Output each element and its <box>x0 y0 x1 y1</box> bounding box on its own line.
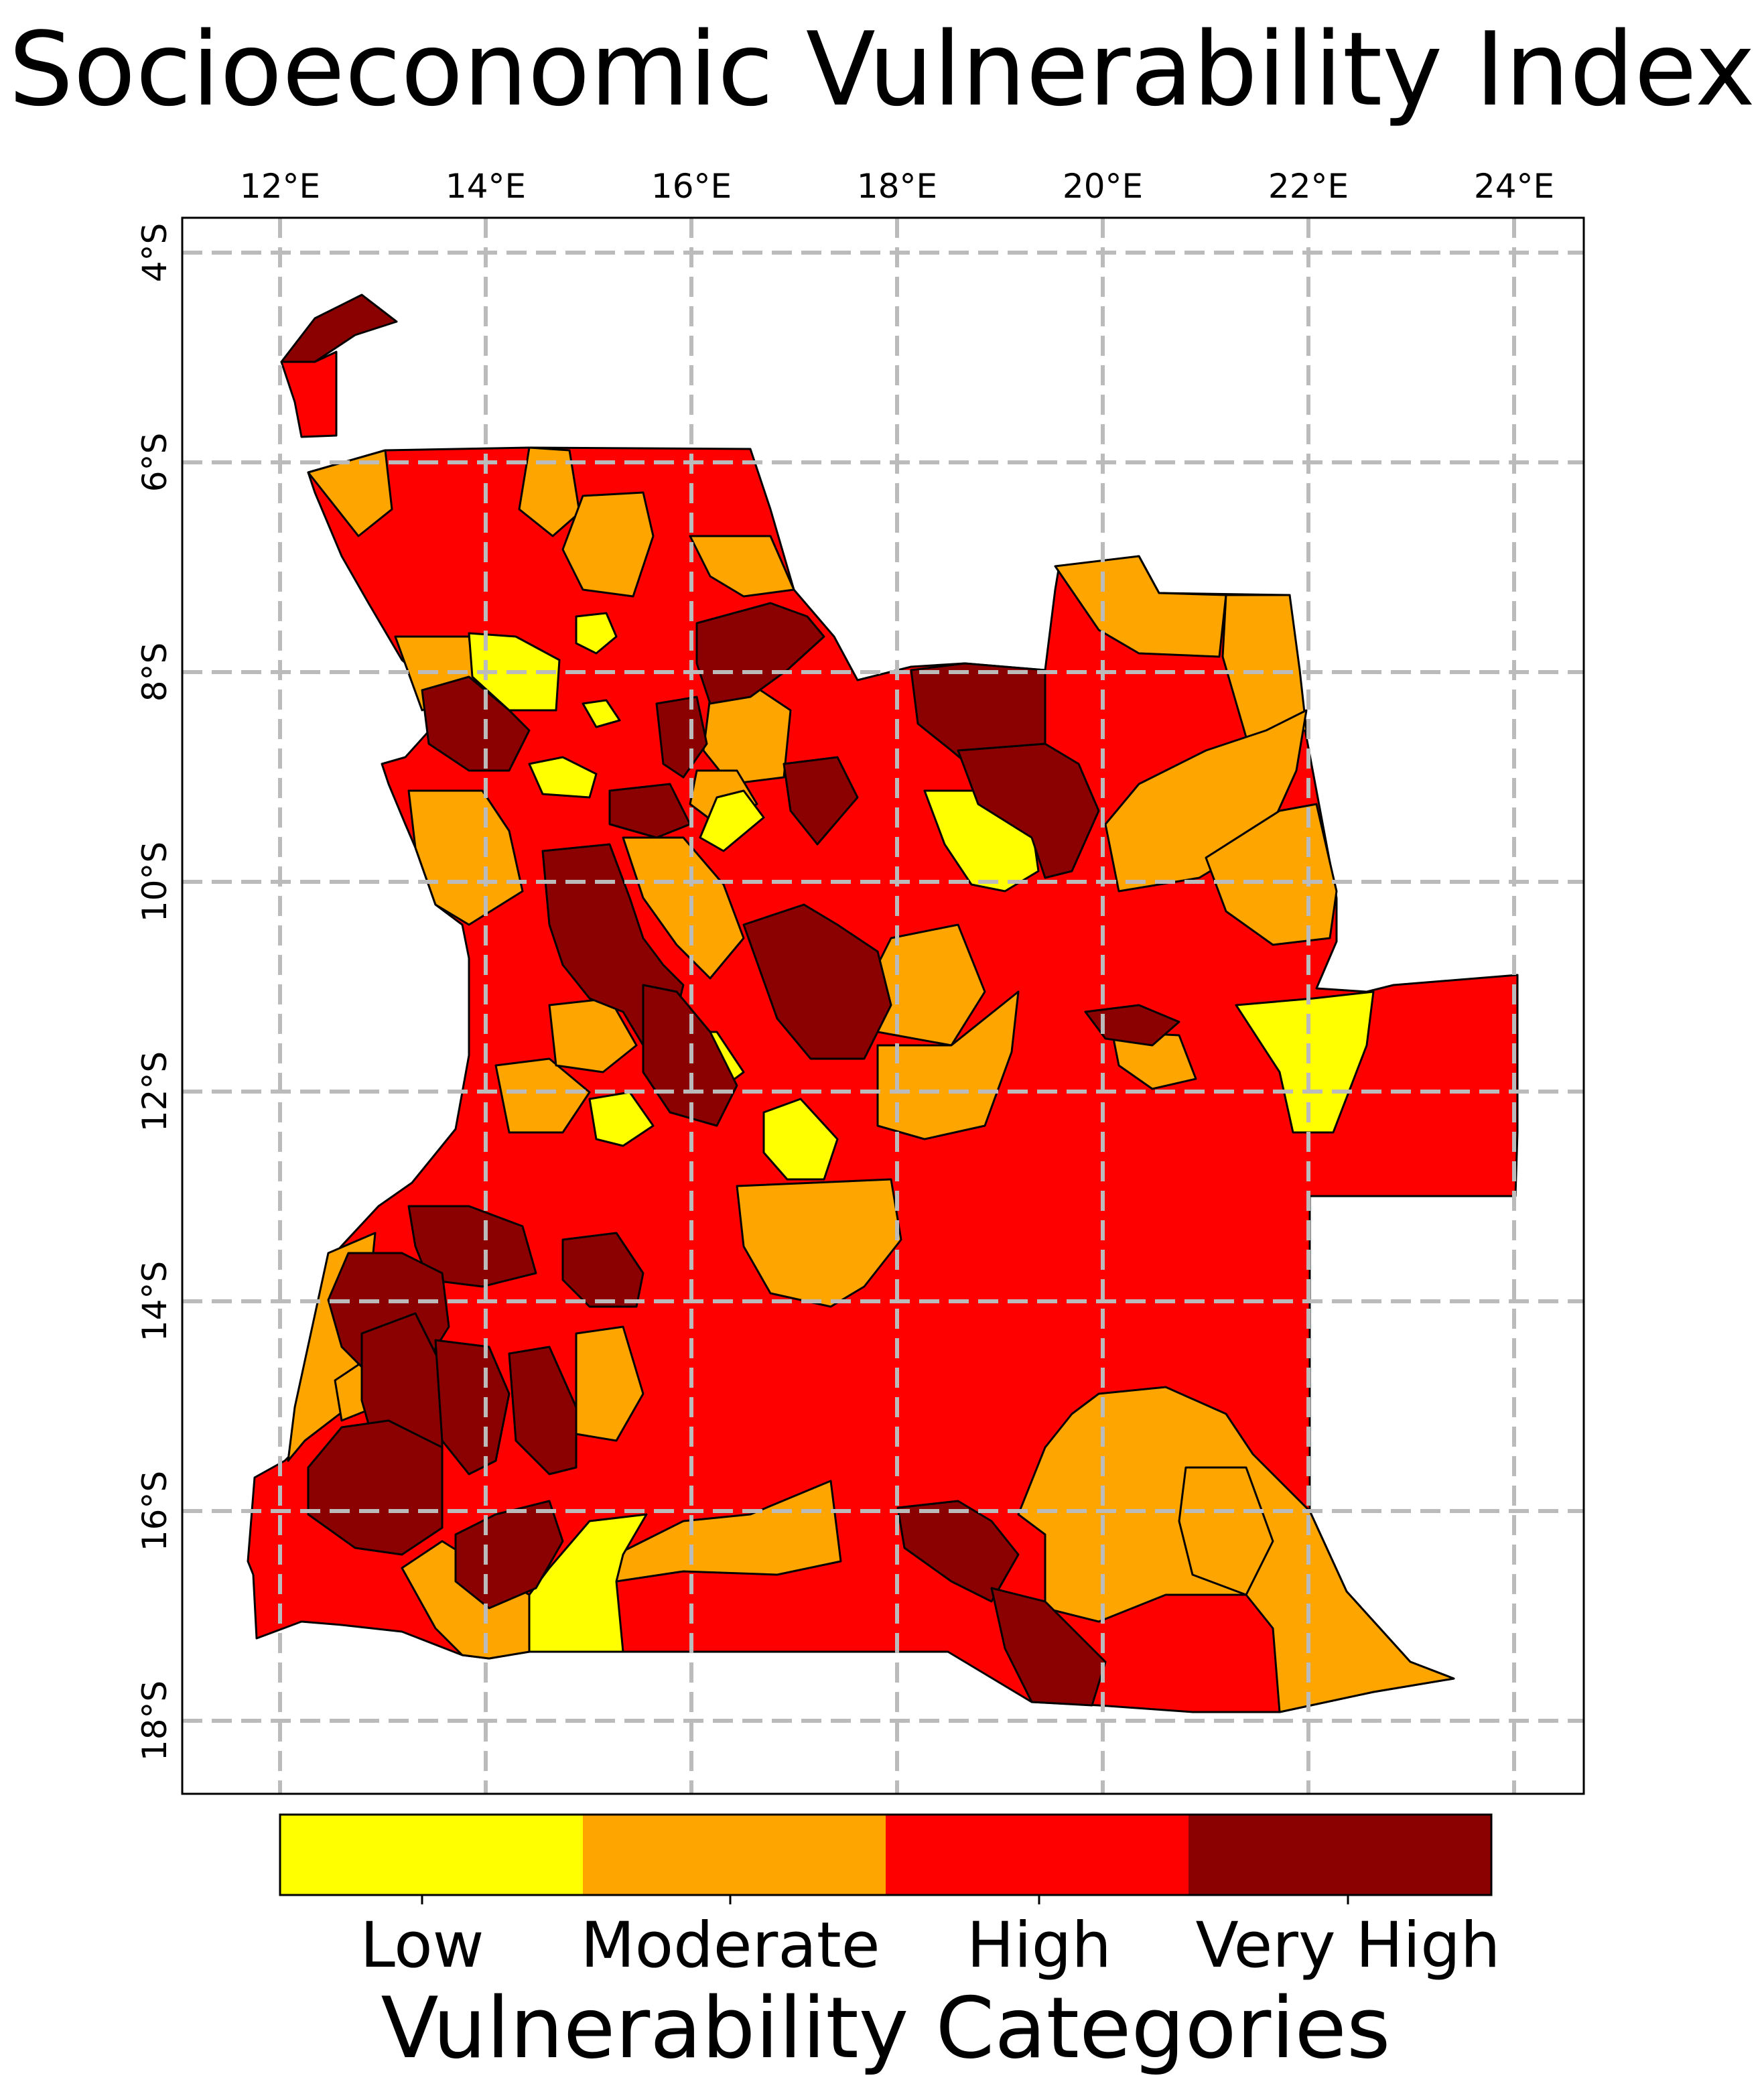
colorbar-title: Vulnerability Categories <box>381 1979 1390 2077</box>
colorbar-swatch-high <box>886 1815 1189 1895</box>
lon-tick-label: 24°E <box>1474 167 1554 206</box>
region-north-uige-east[interactable] <box>689 535 795 598</box>
region-moxico-mod[interactable] <box>876 990 1020 1140</box>
region-north-west-coast[interactable] <box>307 449 393 537</box>
region-low-5[interactable] <box>699 789 765 852</box>
region-vh-13[interactable] <box>561 1232 644 1308</box>
lat-tick-label: 10°S <box>135 842 174 922</box>
lon-tick-label: 12°E <box>240 167 320 206</box>
region-north-east-strip[interactable] <box>1054 555 1227 658</box>
lon-tick-label: 20°E <box>1063 167 1143 206</box>
lat-tick-label: 6°S <box>135 433 174 493</box>
lat-tick-label: 18°S <box>135 1681 174 1761</box>
region-lunda-east-2[interactable] <box>1205 803 1338 946</box>
colorbar-border <box>279 1813 1493 1896</box>
region-lunda-east-1[interactable] <box>1104 709 1308 893</box>
regions-layer <box>247 293 1519 1713</box>
region-vh-20[interactable] <box>896 1500 1020 1603</box>
region-moxico-small-mod[interactable] <box>1111 1031 1197 1090</box>
region-vh-2[interactable] <box>421 675 531 772</box>
region-vh-11[interactable] <box>1084 1004 1180 1047</box>
colorbar-label-very-high: Very High <box>1195 1909 1500 1982</box>
colorbar-swatch-very-high <box>1189 1815 1491 1895</box>
lon-tick-label: 14°E <box>446 167 526 206</box>
region-cunene-mod-2[interactable] <box>615 1480 842 1583</box>
lon-tick-label: 22°E <box>1268 167 1349 206</box>
region-vh-16[interactable] <box>434 1339 511 1476</box>
gridlines <box>182 218 1584 1794</box>
region-bie-mod[interactable] <box>736 1178 902 1308</box>
region-vh-17[interactable] <box>508 1346 578 1476</box>
colorbar-swatch-low <box>280 1815 583 1895</box>
lat-tick-labels: 4°S 6°S 8°S 10°S 12°S 14°S 16°S 18°S <box>135 223 174 1761</box>
colorbar-label-high: High <box>967 1909 1111 1982</box>
region-low-9[interactable] <box>762 1098 839 1181</box>
region-low-4[interactable] <box>528 756 598 799</box>
colorbar-swatch-moderate <box>583 1815 886 1895</box>
region-low-10[interactable] <box>1235 990 1375 1134</box>
region-vh-5[interactable] <box>957 742 1100 879</box>
region-vh-10[interactable] <box>742 903 892 1060</box>
region-low-11[interactable] <box>528 1513 648 1653</box>
map-frame <box>181 216 1585 1795</box>
region-low-8[interactable] <box>588 1091 655 1147</box>
colorbar-label-low: Low <box>360 1909 484 1982</box>
region-cabinda-north[interactable] <box>280 293 398 363</box>
region-north-uige[interactable] <box>561 491 655 598</box>
lon-tick-labels: 12°E 14°E 16°E 18°E 20°E 22°E 24°E <box>240 167 1554 206</box>
lon-tick-label: 18°E <box>857 167 937 206</box>
region-kwanza-sul-mod[interactable] <box>494 1057 591 1134</box>
region-low-3[interactable] <box>582 699 621 728</box>
lat-tick-label: 8°S <box>135 643 174 702</box>
region-vh-7[interactable] <box>608 783 691 839</box>
region-vh-6[interactable] <box>783 756 859 846</box>
lat-tick-label: 14°S <box>135 1261 174 1342</box>
lat-tick-label: 12°S <box>135 1051 174 1132</box>
colorbar-legend: Low Moderate High Very High Vulnerabilit… <box>279 1813 1501 2077</box>
map-title: Socioeconomic Vulnerability Index <box>8 10 1756 129</box>
region-cuando-mod-2[interactable] <box>1178 1466 1274 1596</box>
colorbar-label-moderate: Moderate <box>580 1909 880 1982</box>
region-vh-19[interactable] <box>454 1500 564 1610</box>
region-low-2[interactable] <box>575 612 618 655</box>
lon-tick-label: 16°E <box>651 167 732 206</box>
region-vh-12[interactable] <box>407 1205 537 1288</box>
lat-tick-label: 16°S <box>135 1471 174 1551</box>
region-vh-21[interactable] <box>990 1587 1107 1707</box>
lat-tick-label: 4°S <box>135 223 174 283</box>
region-north-center[interactable] <box>518 446 581 537</box>
region-vh-18[interactable] <box>307 1419 444 1556</box>
